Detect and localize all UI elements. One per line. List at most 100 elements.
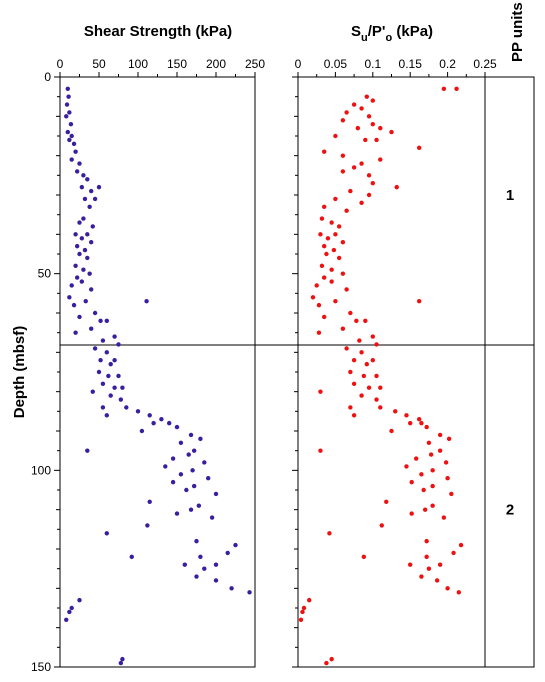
shear-strength-point: [120, 656, 125, 662]
su-po-point: [357, 338, 362, 343]
shear-strength-point: [118, 660, 124, 666]
shear-strength-point: [77, 161, 82, 166]
su-po-point: [359, 161, 364, 166]
shear-strength-points: [64, 86, 252, 666]
shear-strength-point: [104, 413, 110, 418]
shear-strength-point: [120, 385, 125, 390]
su-po-title-sub: u: [361, 32, 368, 44]
shear-strength-point: [74, 275, 80, 280]
shear-strength-xtick-label: 100: [128, 57, 148, 71]
su-po-point: [446, 436, 452, 442]
shear-strength-point: [87, 271, 92, 276]
depth-tick-label: 0: [44, 70, 51, 84]
shear-strength-point: [151, 420, 156, 426]
su-po-point: [329, 279, 334, 284]
su-po-point: [348, 310, 353, 316]
shear-strength-point: [188, 507, 194, 512]
su-po-plot-frame: [297, 76, 486, 668]
su-po-point: [310, 295, 316, 300]
su-po-xtick-label: 0: [295, 57, 302, 71]
pp-units-frame: [484, 76, 535, 668]
su-po-point: [359, 350, 364, 355]
su-po-point: [451, 550, 456, 556]
shear-strength-point: [92, 196, 98, 202]
shear-strength-point: [85, 448, 90, 453]
su-po-point: [419, 420, 424, 426]
shear-strength-point: [178, 440, 184, 445]
su-po-point: [298, 617, 304, 622]
su-po-point: [340, 271, 346, 276]
shear-strength-xtick-label: 200: [206, 57, 226, 71]
shear-strength-point: [198, 436, 203, 442]
su-po-point: [413, 456, 419, 461]
shear-strength-point: [77, 251, 82, 257]
su-po-title-sub2: o: [385, 32, 392, 44]
su-po-point: [409, 511, 414, 516]
su-po-point: [366, 385, 372, 390]
su-po-point: [324, 660, 329, 666]
su-po-point: [441, 515, 447, 520]
shear-strength-point: [174, 424, 180, 430]
su-po-point: [325, 236, 331, 241]
su-po-point: [419, 472, 424, 477]
shear-strength-point: [202, 566, 207, 571]
shear-strength-point: [147, 499, 152, 504]
shear-strength-point: [247, 590, 252, 595]
shear-strength-point: [213, 491, 219, 497]
su-po-point: [370, 358, 375, 363]
su-po-point: [351, 358, 357, 363]
su-po-point: [354, 318, 359, 324]
shear-strength-point: [194, 574, 199, 579]
shear-strength-point: [170, 479, 176, 485]
su-po-point: [331, 247, 337, 253]
su-po-point: [441, 86, 447, 92]
shear-strength-point: [92, 346, 98, 351]
shear-strength-point: [82, 247, 88, 253]
su-po-point: [437, 448, 443, 453]
su-po-point: [316, 330, 322, 335]
su-po-point: [437, 562, 443, 567]
su-po-point: [428, 452, 434, 457]
shear-strength-point: [89, 188, 94, 194]
su-po-point: [329, 656, 334, 662]
shear-strength-point: [174, 511, 180, 516]
shear-strength-point: [92, 310, 98, 316]
shear-strength-point: [89, 287, 94, 292]
shear-strength-point: [65, 86, 71, 92]
su-po-point: [321, 275, 327, 280]
su-po-point: [364, 361, 370, 367]
shear-strength-ticks: 0 50 100 150 200 250 0 50 100 150: [31, 57, 265, 674]
su-po-point: [321, 149, 327, 154]
shear-strength-point: [170, 456, 176, 461]
su-po-point: [384, 499, 389, 504]
su-po-point: [378, 405, 383, 410]
su-po-point: [426, 440, 432, 445]
shear-strength-point: [67, 110, 72, 115]
shear-strength-point: [85, 177, 90, 182]
pp-unit-labels: 12: [506, 187, 514, 519]
pp-unit-label: 2: [506, 502, 514, 519]
su-po-xtick-label: 0.15: [399, 57, 423, 71]
su-po-point: [366, 114, 372, 119]
shear-strength-point: [83, 299, 88, 304]
shear-strength-point: [77, 597, 82, 603]
shear-strength-point: [182, 562, 187, 567]
su-po-point: [370, 334, 375, 339]
su-po-point: [321, 314, 327, 320]
su-po-xtick-label: 0.1: [364, 57, 381, 71]
su-po-point: [374, 373, 379, 379]
shear-strength-point: [178, 472, 184, 477]
su-po-point: [318, 448, 323, 453]
shear-strength-point: [66, 94, 71, 99]
su-po-point: [409, 479, 414, 485]
su-po-point: [351, 102, 357, 107]
su-po-point: [351, 381, 357, 386]
shear-strength-point: [196, 503, 202, 508]
shear-strength-point: [87, 204, 92, 209]
shear-strength-point: [74, 169, 80, 174]
shear-strength-point: [112, 385, 117, 390]
shear-strength-point: [89, 326, 94, 331]
su-po-point: [366, 173, 372, 178]
su-po-point: [394, 184, 399, 190]
su-po-point: [348, 369, 353, 375]
